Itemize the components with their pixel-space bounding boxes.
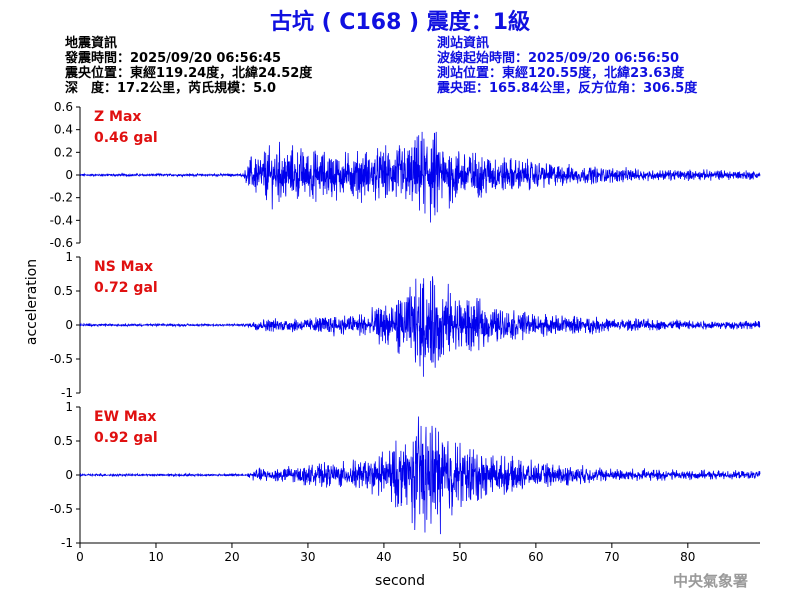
ew-max-value: 0.92 gal [94, 430, 158, 446]
distance-azimuth: 震央距：165.84公里，反方位角：306.5度 [437, 81, 698, 96]
wave-onset-time: 波線起始時間：2025/09/20 06:56:50 [437, 51, 680, 66]
ew-y-tick-label: -0.5 [50, 502, 73, 516]
ns-y-tick-label: 0.5 [54, 284, 73, 298]
quake-info-heading: 地震資訊 [65, 36, 118, 51]
y-axis-title: acceleration [24, 259, 40, 345]
x-tick-label: 80 [680, 550, 695, 564]
z-y-tick-label: 0.4 [54, 123, 73, 137]
ns-max-label: NS Max [94, 259, 153, 275]
ew-y-tick-label: -1 [61, 536, 73, 550]
page-title: 古坑 ( C168 ) 震度：1級 [269, 10, 531, 35]
z-y-tick-label: -0.6 [50, 236, 73, 250]
z-y-tick-label: -0.2 [50, 191, 73, 205]
ns-y-tick-label: 1 [65, 250, 73, 264]
ns-waveform [79, 276, 761, 377]
station-location: 測站位置：東經120.55度，北緯23.63度 [437, 66, 685, 81]
z-y-tick-label: 0.6 [54, 100, 73, 114]
z-max-value: 0.46 gal [94, 130, 158, 146]
ew-y-tick-label: 1 [65, 400, 73, 414]
x-tick-label: 0 [76, 550, 84, 564]
ew-y-tick-label: 0.5 [54, 434, 73, 448]
x-tick-label: 40 [376, 550, 391, 564]
ns-max-value: 0.72 gal [94, 280, 158, 296]
ns-y-tick-label: -1 [61, 386, 73, 400]
z-max-label: Z Max [94, 109, 141, 125]
x-tick-label: 10 [148, 550, 163, 564]
x-tick-label: 70 [604, 550, 619, 564]
ew-max-label: EW Max [94, 409, 156, 425]
z-waveform [79, 131, 761, 223]
x-tick-label: 30 [300, 550, 315, 564]
station-info-block: 測站資訊 波線起始時間：2025/09/20 06:56:50 測站位置：東經1… [437, 36, 697, 96]
ew-y-tick-label: 0 [65, 468, 73, 482]
z-y-tick-label: -0.4 [50, 213, 73, 227]
x-tick-label: 20 [224, 550, 239, 564]
agency-watermark: 中央氣象署 [672, 572, 748, 590]
quake-info-block: 地震資訊 發震時間：2025/09/20 06:56:45 震央位置：東經119… [65, 36, 312, 96]
z-y-tick-label: 0 [65, 168, 73, 182]
ns-y-tick-label: -0.5 [50, 352, 73, 366]
origin-time: 發震時間：2025/09/20 06:56:45 [65, 51, 282, 66]
x-axis-title: second [375, 573, 425, 589]
ns-y-tick-label: 0 [65, 318, 73, 332]
z-y-tick-label: 0.2 [54, 145, 73, 159]
ew-waveform [79, 416, 761, 535]
epicenter-location: 震央位置：東經119.24度，北緯24.52度 [65, 66, 313, 81]
depth-magnitude: 深 度：17.2公里，芮氏規模：5.0 [65, 81, 277, 96]
x-tick-label: 50 [452, 550, 467, 564]
station-info-heading: 測站資訊 [437, 36, 490, 51]
x-tick-label: 60 [528, 550, 543, 564]
